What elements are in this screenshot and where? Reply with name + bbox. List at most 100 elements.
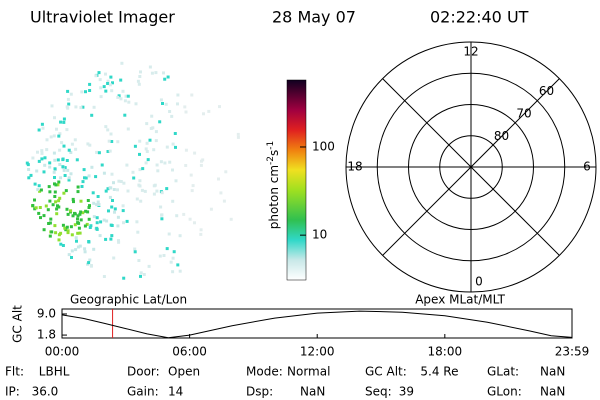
pixel bbox=[107, 209, 110, 213]
pixel bbox=[122, 221, 125, 225]
pixel bbox=[48, 221, 52, 225]
info-label: Seq: bbox=[365, 385, 392, 399]
pixel bbox=[29, 173, 33, 177]
pixel bbox=[62, 144, 66, 148]
pixel bbox=[78, 231, 82, 235]
pixel bbox=[67, 148, 71, 152]
pixel bbox=[65, 207, 69, 211]
pixel bbox=[67, 253, 71, 257]
pixel bbox=[99, 220, 103, 224]
pixel bbox=[138, 75, 142, 78]
pixel bbox=[112, 256, 116, 260]
pixel bbox=[154, 139, 158, 143]
pixel bbox=[78, 244, 82, 248]
pixel bbox=[52, 151, 56, 155]
pixel bbox=[33, 198, 36, 202]
pixel bbox=[39, 188, 43, 192]
pixel bbox=[219, 191, 223, 195]
pixel bbox=[106, 82, 110, 85]
pixel bbox=[50, 104, 54, 108]
pixel bbox=[48, 199, 52, 203]
pixel bbox=[31, 204, 35, 207]
pixel bbox=[116, 224, 120, 228]
pixel bbox=[138, 179, 142, 183]
pixel bbox=[85, 222, 89, 226]
pixel bbox=[88, 89, 92, 92]
pixel bbox=[88, 258, 92, 262]
pixel bbox=[144, 147, 148, 151]
pixel bbox=[138, 168, 142, 172]
pixel bbox=[111, 199, 114, 202]
pixel bbox=[133, 144, 137, 148]
pixel bbox=[110, 205, 114, 209]
pixel bbox=[37, 184, 41, 188]
pixel bbox=[107, 139, 111, 143]
pixel bbox=[133, 250, 137, 254]
pixel bbox=[105, 219, 109, 223]
pixel bbox=[184, 110, 188, 114]
pixel bbox=[62, 168, 66, 172]
pixel bbox=[155, 189, 159, 193]
pixel bbox=[53, 195, 57, 198]
colorbar-label-part: s bbox=[267, 150, 281, 156]
pixel bbox=[40, 151, 44, 155]
pixel bbox=[66, 231, 70, 235]
pixel bbox=[53, 116, 56, 120]
pixel bbox=[172, 250, 176, 254]
pixel bbox=[168, 160, 172, 164]
pixel bbox=[96, 195, 100, 198]
pixel bbox=[112, 181, 115, 185]
pixel bbox=[80, 185, 84, 188]
pixel bbox=[89, 264, 93, 267]
pixel bbox=[147, 264, 151, 268]
pixel bbox=[88, 226, 92, 229]
pixel bbox=[174, 145, 177, 149]
pixel bbox=[98, 234, 102, 238]
pixel bbox=[58, 132, 62, 136]
pixel bbox=[55, 127, 58, 131]
colorbar bbox=[286, 79, 307, 281]
pixel bbox=[142, 273, 146, 276]
pixel bbox=[165, 247, 169, 251]
pixel bbox=[126, 94, 130, 98]
info-label: Mode: bbox=[246, 365, 283, 379]
pixel bbox=[135, 220, 139, 224]
pixel bbox=[37, 159, 41, 163]
mlt-label: 0 bbox=[475, 275, 483, 289]
pixel bbox=[90, 165, 94, 169]
pixel bbox=[217, 177, 220, 181]
mlt-label: 18 bbox=[347, 160, 362, 174]
pixel bbox=[70, 142, 74, 146]
pixel bbox=[144, 161, 148, 165]
pixel bbox=[52, 170, 56, 174]
pixel bbox=[116, 215, 120, 219]
pixel bbox=[159, 160, 163, 164]
pixel bbox=[53, 190, 57, 194]
pixel bbox=[222, 199, 226, 203]
pixel bbox=[120, 61, 124, 65]
pixel bbox=[209, 207, 213, 211]
pixel bbox=[167, 232, 171, 236]
pixel bbox=[138, 184, 142, 188]
pixel bbox=[48, 165, 52, 169]
pixel bbox=[75, 158, 79, 162]
pixel bbox=[166, 75, 170, 79]
x-tick-label: 23:59 bbox=[555, 345, 590, 359]
left-title: Geographic Lat/Lon bbox=[70, 293, 187, 307]
pixel bbox=[99, 86, 103, 90]
pixel bbox=[155, 163, 159, 167]
pixel bbox=[152, 184, 156, 188]
pixel bbox=[171, 168, 174, 172]
pixel bbox=[76, 231, 80, 235]
pixel bbox=[76, 190, 80, 194]
pixel bbox=[131, 170, 135, 174]
pixel bbox=[158, 254, 162, 258]
info-value: NaN bbox=[300, 385, 325, 399]
pixel bbox=[160, 191, 164, 195]
pixel bbox=[37, 128, 41, 132]
pixel bbox=[83, 247, 87, 251]
pixel bbox=[183, 105, 187, 109]
pixel bbox=[158, 120, 162, 124]
pixel bbox=[176, 93, 180, 97]
pixel bbox=[81, 105, 85, 109]
